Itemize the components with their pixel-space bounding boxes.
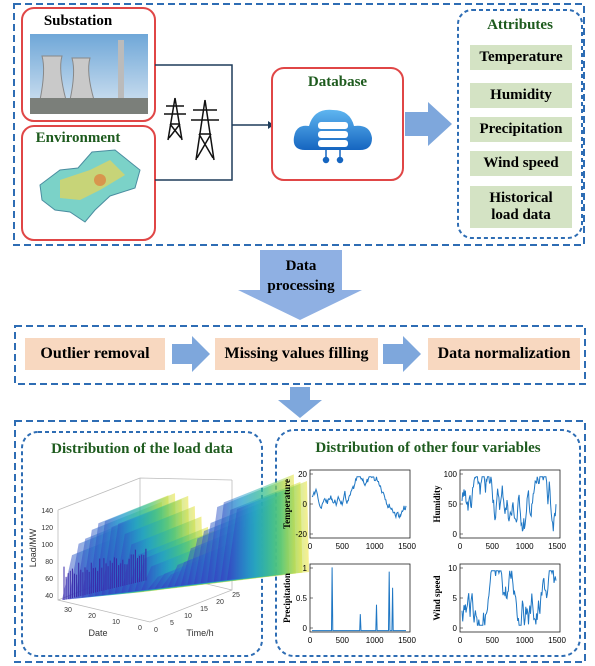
step-arrow xyxy=(383,336,421,372)
y-tick-label: 0 xyxy=(303,500,308,509)
plot-trace xyxy=(312,477,406,518)
y-tick-label: 0 xyxy=(453,530,458,539)
x-tick-label: 0 xyxy=(458,542,463,551)
y-tick-label: 5 xyxy=(453,594,458,603)
x-tick-label: 1000 xyxy=(516,542,534,551)
x-tick-label: 0 xyxy=(308,636,313,645)
attribute: Historical load data xyxy=(470,186,572,228)
x-tick-label: 500 xyxy=(486,542,500,551)
server-stack xyxy=(318,122,348,147)
x-tick-label: 1500 xyxy=(398,542,416,551)
step: Data normalization xyxy=(428,338,580,370)
x-tick-label: 1000 xyxy=(366,636,384,645)
y-axis-label: Humidity xyxy=(432,485,442,523)
plot-trace xyxy=(312,567,406,630)
z-tick-label: 40 xyxy=(45,593,53,600)
connector-lines xyxy=(155,65,268,180)
plot-axes xyxy=(460,470,560,538)
x-tick-label: 1000 xyxy=(366,542,384,551)
x-tick-label: 30 xyxy=(64,607,72,614)
step-arrow xyxy=(172,336,210,372)
attribute: Humidity xyxy=(470,83,572,108)
y-tick-label: 15 xyxy=(200,606,208,613)
load-panel-title: Distribution of the load data xyxy=(22,441,262,458)
variables-panel-box xyxy=(276,430,580,656)
plant-buildings xyxy=(30,98,148,114)
power-towers xyxy=(164,98,219,160)
attributes-title: Attributes xyxy=(458,17,582,34)
z-tick-label: 60 xyxy=(45,576,53,583)
y-tick-label: 0 xyxy=(453,624,458,633)
x-tick-label: 500 xyxy=(486,636,500,645)
plot-axes xyxy=(310,470,410,538)
z-tick-label: 100 xyxy=(41,542,53,549)
processing-label: Data processing xyxy=(262,256,340,296)
z-axis-label: Load/MW xyxy=(28,528,38,567)
x-tick-label: 500 xyxy=(336,542,350,551)
y-tick-label: 10 xyxy=(448,564,457,573)
y-tick-label: 50 xyxy=(448,500,457,509)
z-tick-label: 140 xyxy=(41,508,53,515)
down-arrow xyxy=(278,387,322,418)
y-tick-label: 100 xyxy=(444,470,458,479)
attribute: Temperature xyxy=(470,45,572,70)
y-tick-label: 0 xyxy=(154,627,158,634)
y-axis-label: Time/h xyxy=(186,628,213,638)
z-tick-label: 80 xyxy=(45,559,53,566)
arrow-to-attributes xyxy=(405,102,452,146)
region-map-hotspot xyxy=(94,174,106,186)
x-tick-label: 1500 xyxy=(548,542,566,551)
database-label: Database xyxy=(272,74,403,91)
x-tick-label: 1500 xyxy=(548,636,566,645)
y-tick-label: 20 xyxy=(298,470,307,479)
y-tick-label: 1 xyxy=(303,564,308,573)
y-tick-label: 0.5 xyxy=(296,594,308,603)
y-axis-label: Temperature xyxy=(282,479,292,529)
x-tick-label: 10 xyxy=(112,619,120,626)
source-label: Substation xyxy=(22,13,134,30)
diagram: 40608010012014030201000510152025Load/MWD… xyxy=(0,0,595,666)
y-axis-label: Wind speed xyxy=(432,575,442,620)
y-tick-label: 25 xyxy=(232,592,240,599)
attribute: Precipitation xyxy=(470,117,572,142)
x-tick-label: 0 xyxy=(138,625,142,632)
variables-panel-title: Distribution of other four variables xyxy=(276,440,580,457)
x-tick-label: 500 xyxy=(336,636,350,645)
plot-trace xyxy=(462,571,556,625)
step: Missing values filling xyxy=(215,338,378,370)
y-tick-label: 0 xyxy=(303,624,308,633)
y-axis-label: Precipitation xyxy=(282,573,292,623)
y-tick-label: 5 xyxy=(170,620,174,627)
chimney xyxy=(118,40,124,102)
source-label: Environment xyxy=(22,130,134,147)
plot-trace xyxy=(462,477,556,531)
attribute: Wind speed xyxy=(470,151,572,176)
x-tick-label: 1500 xyxy=(398,636,416,645)
x-tick-label: 0 xyxy=(458,636,463,645)
x-axis-label: Date xyxy=(88,628,107,638)
z-tick-label: 120 xyxy=(41,525,53,532)
x-tick-label: 20 xyxy=(88,613,96,620)
x-tick-label: 0 xyxy=(308,542,313,551)
x-tick-label: 1000 xyxy=(516,636,534,645)
y-tick-label: 20 xyxy=(216,599,224,606)
y-tick-label: -20 xyxy=(295,530,307,539)
y-tick-label: 10 xyxy=(184,613,192,620)
step: Outlier removal xyxy=(25,338,165,370)
